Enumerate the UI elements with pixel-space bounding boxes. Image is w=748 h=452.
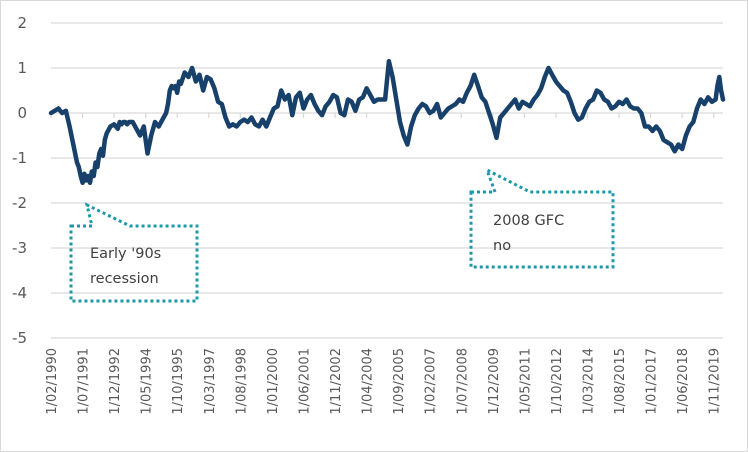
y-tick-label: 0 [17, 104, 27, 122]
series-line [48, 59, 726, 186]
y-tick-label: -5 [12, 329, 27, 347]
x-axis-ticks: 1/02/1990 1/07/1991 1/12/1992 1/05/1994 … [45, 348, 723, 415]
x-tick-label: 1/05/1994 [140, 348, 155, 415]
x-tick-label: 1/03/2014 [581, 348, 596, 415]
x-tick-label: 1/12/2009 [487, 348, 502, 415]
x-tick-label: 1/03/1997 [203, 348, 218, 415]
annotation-text-line-1: Early '90s [90, 246, 161, 262]
x-axis-tick-marks [50, 113, 715, 118]
x-tick-label: 1/10/2012 [550, 348, 565, 415]
x-tick-label: 1/08/1998 [234, 348, 249, 415]
x-tick-label: 1/11/2002 [329, 348, 344, 415]
annotation-callout-box [69, 202, 199, 303]
y-tick-label: -1 [12, 149, 27, 167]
x-tick-label: 1/10/1995 [171, 348, 186, 415]
annotation-text-line-1: 2008 GFC [493, 213, 564, 229]
x-tick-label: 1/12/1992 [108, 348, 123, 415]
x-tick-label: 1/02/1990 [45, 348, 60, 415]
annotation-early-90s: Early '90s recession [69, 202, 199, 303]
annotation-text-line-2: recession [90, 271, 159, 287]
y-axis-ticks: 2 1 0 -1 -2 -3 -4 -5 [12, 14, 27, 347]
annotation-text-line-2: no [493, 238, 511, 254]
y-tick-label: -4 [12, 284, 27, 302]
annotation-2008-gfc: 2008 GFC no [469, 166, 615, 269]
y-tick-label: 2 [17, 14, 27, 32]
gridlines [51, 22, 723, 339]
annotation-callout-box [469, 166, 615, 269]
x-tick-label: 1/02/2007 [424, 348, 439, 415]
x-tick-label: 1/07/1991 [77, 348, 92, 415]
y-tick-label: -3 [12, 239, 27, 257]
y-tick-label: 1 [17, 59, 27, 77]
x-tick-label: 1/07/2008 [455, 348, 470, 415]
x-tick-label: 1/06/2001 [297, 348, 312, 415]
x-tick-label: 1/11/2019 [708, 348, 723, 415]
x-tick-label: 1/06/2018 [676, 348, 691, 415]
x-tick-label: 1/01/2000 [266, 348, 281, 415]
x-tick-label: 1/01/2017 [645, 348, 660, 415]
x-tick-label: 1/08/2015 [613, 348, 628, 415]
x-tick-label: 1/04/2004 [361, 348, 376, 415]
x-tick-label: 1/05/2011 [518, 348, 533, 415]
x-tick-label: 1/09/2005 [392, 348, 407, 415]
y-tick-label: -2 [12, 194, 27, 212]
